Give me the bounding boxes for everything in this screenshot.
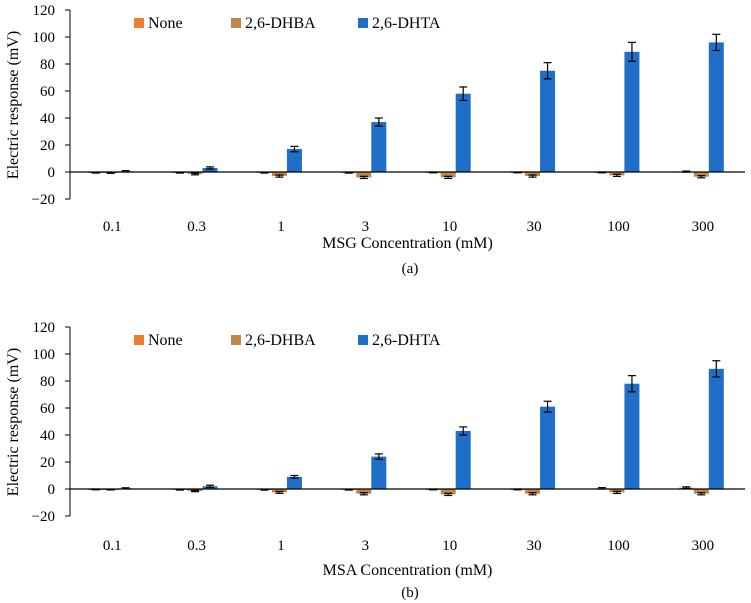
bar-2,6-DHTA-3 (371, 456, 387, 489)
x-tick-label: 0.3 (187, 538, 206, 554)
x-axis-title: MSG Concentration (mM) (322, 235, 493, 252)
x-tick-label: 0.1 (103, 538, 122, 554)
bar-2,6-DHBA-300 (693, 172, 709, 177)
y-tick-label: 100 (33, 347, 56, 363)
x-tick-label: 3 (362, 219, 370, 235)
y-tick-label: 40 (40, 428, 55, 444)
x-tick-label: 0.1 (103, 219, 122, 235)
x-tick-label: 3 (362, 538, 370, 554)
legend-label: 2,6-DHBA (245, 15, 316, 32)
bar-2,6-DHTA-30 (540, 70, 556, 172)
y-tick-label: 0 (48, 165, 56, 181)
y-tick-label: 20 (40, 455, 55, 471)
x-tick-label: 10 (442, 538, 457, 554)
legend-label: 2,6-DHTA (372, 332, 441, 349)
y-tick-label: −20 (32, 192, 55, 208)
x-tick-label: 1 (277, 219, 285, 235)
panel-label: (b) (401, 585, 419, 601)
chart-panel-a: −20 0 20 40 60 80 100 120 0.1 0.3 1 3 10 30 100 300 MSG … (5, 3, 745, 277)
x-tick-label: 100 (607, 219, 630, 235)
bar-2,6-DHTA-300 (708, 368, 724, 489)
legend-swatch (134, 18, 144, 28)
bar-2,6-DHTA-30 (540, 406, 556, 489)
y-tick-label: 0 (48, 482, 56, 498)
chart-panel-b: −20 0 20 40 60 80 100 120 0.1 0.3 1 3 10 30 100 300 MSA … (5, 320, 745, 601)
y-tick-label: 40 (40, 111, 55, 127)
bar-2,6-DHTA-100 (624, 51, 640, 172)
bar-2,6-DHBA-10 (440, 172, 456, 178)
bar-2,6-DHTA-1 (286, 476, 302, 489)
x-tick-label: 30 (527, 219, 542, 235)
bar-2,6-DHBA-3 (356, 489, 372, 494)
legend-label: 2,6-DHBA (245, 332, 316, 349)
y-tick-label: 120 (33, 3, 56, 19)
x-tick-label: 300 (692, 538, 715, 554)
bar-2,6-DHBA-10 (440, 489, 456, 495)
legend-swatch (231, 335, 241, 345)
y-tick-label: 100 (33, 30, 56, 46)
x-tick-label: 0.3 (187, 219, 206, 235)
legend-label: None (148, 332, 183, 349)
bar-2,6-DHBA-300 (693, 489, 709, 494)
bar-2,6-DHBA-1 (271, 489, 287, 493)
y-axis-title: Electric response (mV) (5, 31, 22, 179)
y-tick-label: 80 (40, 57, 55, 73)
legend-swatch (231, 18, 241, 28)
bar-2,6-DHBA-30 (525, 489, 541, 494)
bar-2,6-DHTA-1 (286, 149, 302, 172)
bar-2,6-DHBA-3 (356, 172, 372, 178)
bar-2,6-DHBA-100 (609, 172, 625, 176)
bar-2,6-DHTA-10 (455, 430, 471, 489)
x-tick-label: 1 (277, 538, 285, 554)
bar-2,6-DHTA-0.3 (202, 167, 218, 172)
panel-label: (a) (402, 261, 419, 277)
y-axis-title: Electric response (mV) (5, 348, 22, 496)
bar-2,6-DHBA-1 (271, 172, 287, 177)
y-tick-label: 120 (33, 320, 56, 336)
bar-2,6-DHTA-10 (455, 93, 471, 172)
y-tick-label: 80 (40, 374, 55, 390)
x-tick-label: 100 (607, 538, 630, 554)
y-tick-label: 60 (40, 84, 55, 100)
x-axis-title: MSA Concentration (mM) (323, 562, 493, 579)
legend-label: 2,6-DHTA (372, 15, 441, 32)
bar-2,6-DHBA-30 (525, 172, 541, 177)
legend-swatch (134, 335, 144, 345)
legend-label: None (148, 15, 183, 32)
x-tick-label: 300 (692, 219, 715, 235)
x-tick-label: 30 (527, 538, 542, 554)
legend-swatch (358, 335, 368, 345)
bar-2,6-DHTA-3 (371, 122, 387, 172)
legend-swatch (358, 18, 368, 28)
bar-2,6-DHTA-100 (624, 383, 640, 489)
bar-2,6-DHBA-100 (609, 489, 625, 493)
x-tick-label: 10 (442, 219, 457, 235)
y-tick-label: 60 (40, 401, 55, 417)
bar-2,6-DHTA-300 (708, 42, 724, 173)
y-tick-label: 20 (40, 138, 55, 154)
y-tick-label: −20 (32, 509, 55, 525)
